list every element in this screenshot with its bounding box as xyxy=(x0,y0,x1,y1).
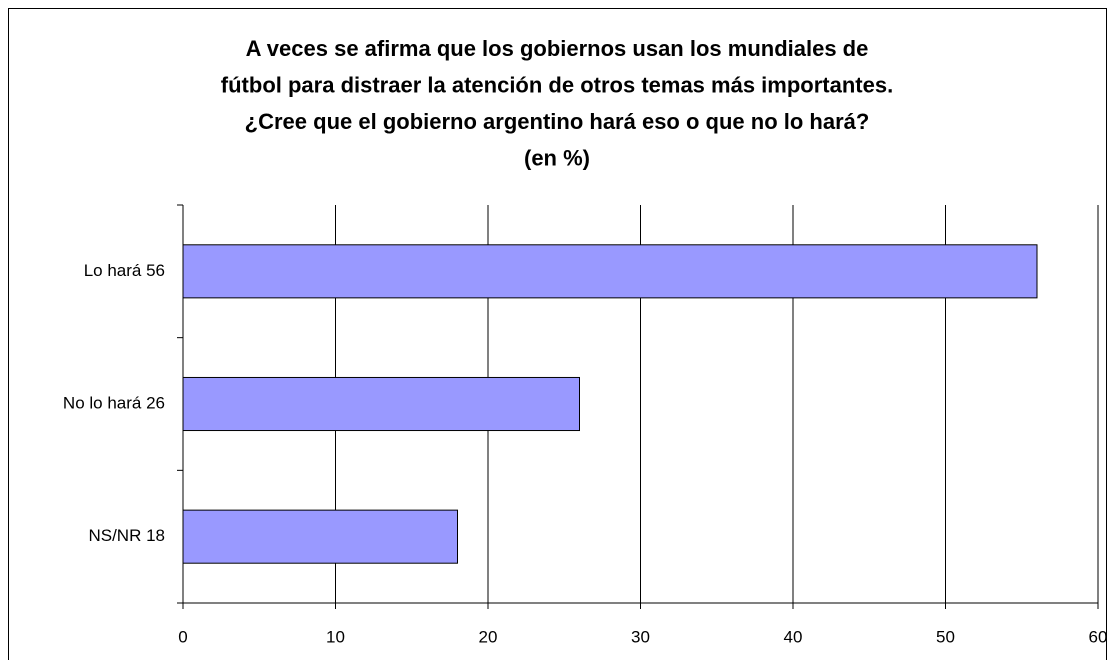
x-tick-label: 40 xyxy=(784,627,803,646)
x-tick-label: 20 xyxy=(479,627,498,646)
bar xyxy=(182,376,580,432)
chart-title: ¿Cree que el gobierno argentino hará eso… xyxy=(245,109,870,134)
x-tick-label: 60 xyxy=(1089,627,1108,646)
chart-title: (en %) xyxy=(524,145,590,170)
x-tick-label: 0 xyxy=(178,627,187,646)
y-tick-label: Lo hará 56 xyxy=(84,261,165,280)
bar xyxy=(182,509,458,564)
chart-frame xyxy=(8,8,1107,660)
x-tick-label: 30 xyxy=(631,627,650,646)
y-tick-label: NS/NR 18 xyxy=(88,526,165,545)
y-tick-label: No lo hará 26 xyxy=(63,393,165,412)
chart-title: fútbol para distraer la atención de otro… xyxy=(221,72,893,97)
bar xyxy=(182,244,1038,299)
chart-title: A veces se afirma que los gobiernos usan… xyxy=(246,36,869,61)
x-tick-label: 10 xyxy=(326,627,345,646)
x-tick-label: 50 xyxy=(936,627,955,646)
